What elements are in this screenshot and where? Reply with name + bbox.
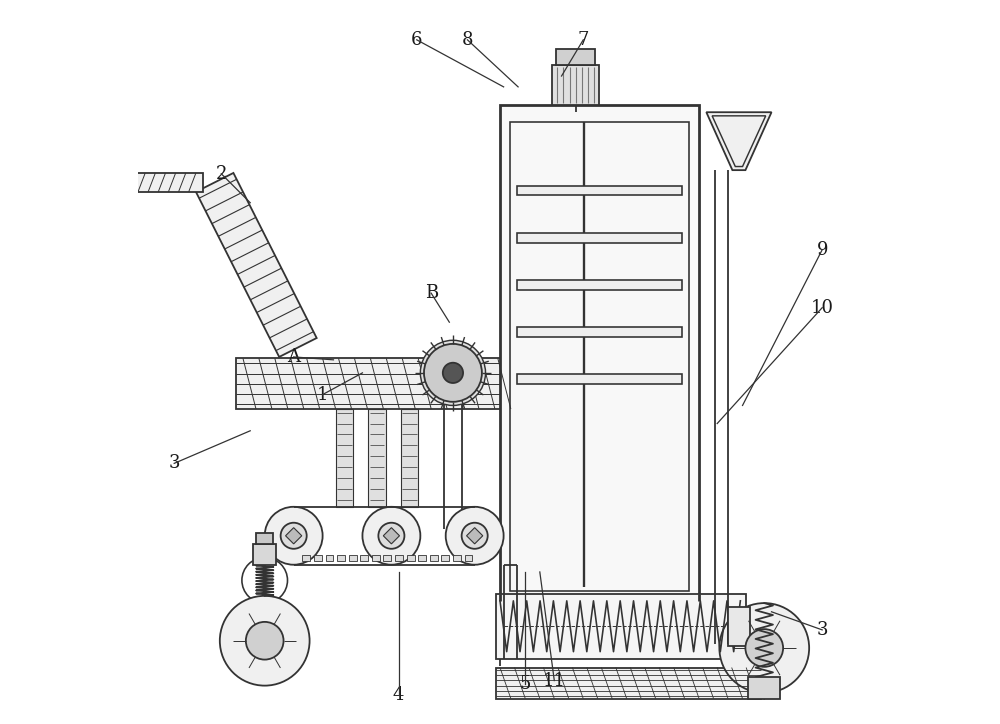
Circle shape	[446, 507, 504, 565]
Circle shape	[424, 344, 482, 402]
Circle shape	[719, 603, 809, 693]
Bar	[401, 409, 418, 507]
Text: 3: 3	[168, 455, 180, 472]
Text: 7: 7	[578, 31, 589, 49]
Text: 1: 1	[317, 386, 328, 403]
Text: 4: 4	[393, 686, 404, 704]
Bar	[349, 555, 357, 561]
Bar	[517, 280, 682, 290]
Polygon shape	[706, 112, 772, 170]
Text: 2: 2	[216, 165, 227, 182]
Bar	[496, 594, 746, 659]
Circle shape	[443, 363, 463, 383]
Circle shape	[362, 507, 420, 565]
Circle shape	[745, 629, 783, 667]
Text: 6: 6	[411, 31, 422, 49]
Text: 3: 3	[816, 621, 828, 639]
Bar	[134, 173, 203, 192]
Bar	[383, 555, 391, 561]
Bar	[372, 555, 380, 561]
Bar	[337, 555, 345, 561]
Bar	[336, 409, 353, 507]
Bar	[465, 555, 472, 561]
Bar	[360, 555, 368, 561]
Bar	[253, 544, 276, 565]
Text: A: A	[287, 348, 300, 366]
Bar	[500, 105, 699, 601]
Circle shape	[220, 596, 310, 686]
Polygon shape	[467, 528, 483, 544]
Bar	[517, 374, 682, 384]
Polygon shape	[196, 173, 317, 357]
Bar	[552, 65, 599, 105]
Bar	[368, 409, 386, 507]
Bar	[430, 555, 438, 561]
Text: 9: 9	[816, 241, 828, 258]
Text: 10: 10	[811, 299, 834, 316]
Text: B: B	[425, 285, 438, 302]
Bar	[441, 555, 449, 561]
Circle shape	[246, 622, 284, 660]
Bar	[302, 555, 310, 561]
Bar	[496, 668, 761, 699]
Bar	[517, 233, 682, 243]
Bar	[517, 186, 682, 195]
Circle shape	[378, 523, 404, 549]
Bar	[556, 49, 595, 65]
Bar	[418, 555, 426, 561]
Bar	[326, 555, 333, 561]
Polygon shape	[383, 528, 400, 544]
Bar	[517, 327, 682, 337]
Bar	[453, 555, 461, 561]
Bar	[728, 607, 750, 646]
Circle shape	[420, 340, 486, 405]
Polygon shape	[286, 528, 302, 544]
Bar	[236, 358, 500, 409]
Bar	[314, 555, 322, 561]
Bar	[510, 122, 689, 591]
Bar	[395, 555, 403, 561]
Bar	[256, 533, 273, 544]
Circle shape	[462, 523, 488, 549]
Bar	[407, 555, 415, 561]
Text: 8: 8	[462, 31, 473, 49]
Text: 11: 11	[543, 672, 566, 689]
Circle shape	[281, 523, 307, 549]
Bar	[748, 677, 780, 699]
Circle shape	[265, 507, 323, 565]
Text: 5: 5	[520, 675, 531, 693]
